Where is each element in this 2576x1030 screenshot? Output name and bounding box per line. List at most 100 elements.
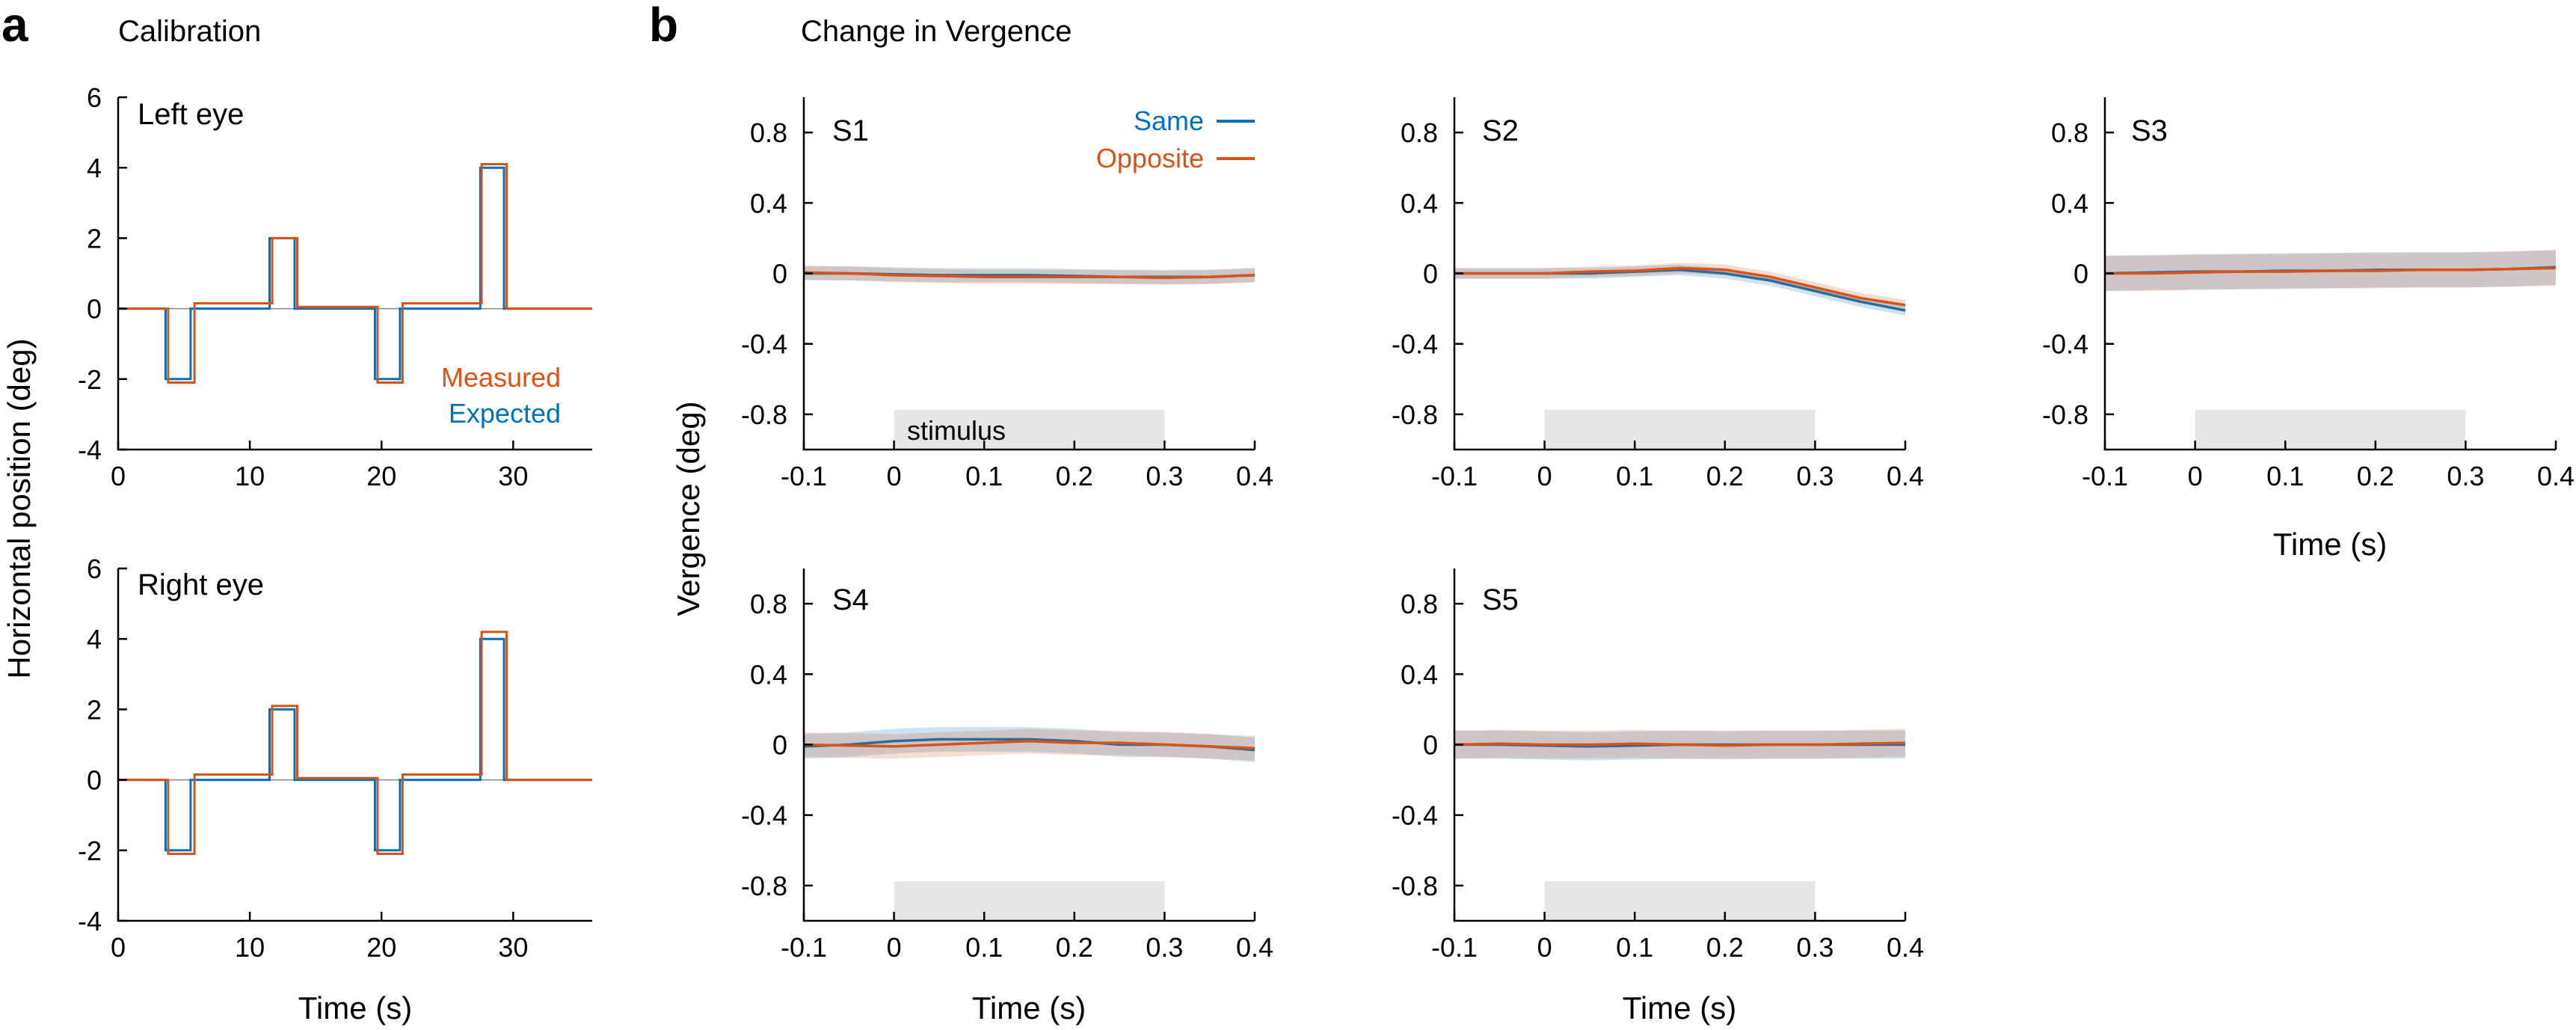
s3-title: S3 xyxy=(2131,114,2168,147)
s2-same-band xyxy=(1454,264,1905,316)
s3-xtick-label: 0 xyxy=(2188,461,2203,491)
s3-opposite-line xyxy=(2105,266,2557,275)
s4-opposite-line xyxy=(803,740,1255,749)
left-eye-ytick-label: 6 xyxy=(87,82,102,113)
panel-b-letter: b xyxy=(649,0,678,52)
s4-ytick-label: 0.4 xyxy=(750,659,787,690)
s5-opposite-line xyxy=(1454,741,1906,747)
panel-b-ylabel: Vergence (deg) xyxy=(671,401,706,616)
s2-ytick-label: -0.8 xyxy=(1392,399,1438,430)
s2-xtick-label: 0 xyxy=(1537,461,1552,491)
right-eye-axes xyxy=(117,568,592,922)
s5-xtick-label: -0.1 xyxy=(1431,932,1478,963)
s5-xtick-label: 0 xyxy=(1537,932,1552,963)
s3-ytick-label: 0.4 xyxy=(2051,188,2088,218)
s3-xtick-label: 0.2 xyxy=(2357,461,2394,491)
s3-ytick-label: 0 xyxy=(2074,259,2088,289)
s4-xtick-label: 0.4 xyxy=(1236,932,1273,963)
s5-ytick-label: 0 xyxy=(1423,730,1438,761)
s4-xtick-label: 0.3 xyxy=(1146,932,1183,963)
left-eye-title: Left eye xyxy=(138,98,244,131)
left-eye-xtick-label: 20 xyxy=(366,461,396,491)
chart-s4: -0.1 0 0.1 0.2 0.3 0.4 -0.8 -0.4 0 0.4 0.8 S4 Time… xyxy=(741,568,1273,1026)
right-eye-ytick-label: -4 xyxy=(78,906,102,936)
s3-xlabel: Time (s) xyxy=(2273,527,2387,562)
s2-ytick-label: 0.4 xyxy=(1401,188,1438,218)
s2-title: S2 xyxy=(1482,114,1519,147)
s5-xtick-label: 0.4 xyxy=(1887,932,1924,963)
right-eye-ytick-label: 6 xyxy=(87,554,102,584)
s1-ytick-label: 0.8 xyxy=(750,117,787,148)
s3-xtick-label: 0.4 xyxy=(2537,461,2575,491)
s5-xtick-label: 0.3 xyxy=(1796,932,1833,963)
left-eye-xtick-label: 0 xyxy=(111,461,126,491)
s4-xtick-label: 0.1 xyxy=(965,932,1003,963)
s4-xtick-label: 0 xyxy=(887,932,902,963)
right-eye-xtick-label: 0 xyxy=(111,932,126,963)
s2-opposite-band xyxy=(1454,263,1905,310)
s1-xtick-label: -0.1 xyxy=(781,461,827,491)
panel-a-title: Calibration xyxy=(118,15,261,48)
legend-opposite: Opposite xyxy=(1096,143,1204,174)
legend-expected: Expected xyxy=(449,398,561,429)
s4-opposite-band xyxy=(804,729,1255,761)
stimulus-label: stimulus xyxy=(907,415,1006,446)
right-eye-ytick-label: -2 xyxy=(78,836,102,866)
s2-xtick-label: 0.2 xyxy=(1706,461,1744,491)
s3-xtick-label: -0.1 xyxy=(2082,461,2128,491)
right-eye-xtick-label: 20 xyxy=(366,932,396,963)
s4-ytick-label: 0.8 xyxy=(750,589,787,619)
left-eye-ytick-label: 2 xyxy=(87,223,102,254)
s1-ytick-label: 0.4 xyxy=(750,188,787,218)
right-eye-xtick-label: 10 xyxy=(235,932,265,963)
s5-xtick-label: 0.1 xyxy=(1616,932,1653,963)
s4-ytick-label: -0.8 xyxy=(741,871,787,901)
s1-title: S1 xyxy=(832,114,869,147)
s2-ytick-label: 0.8 xyxy=(1401,117,1438,148)
chart-right-eye: 0 10 20 30 -4 -2 0 2 4 6 Right eye Time (s) xyxy=(78,554,592,1026)
s3-ytick-label: -0.8 xyxy=(2042,399,2088,430)
s5-ytick-label: -0.8 xyxy=(1392,871,1438,901)
s2-stimulus-bar xyxy=(1544,410,1816,450)
s2-xtick-label: 0.4 xyxy=(1887,461,1924,491)
s4-title: S4 xyxy=(832,583,869,616)
s1-ytick-label: -0.8 xyxy=(741,399,787,430)
s1-xtick-label: 0 xyxy=(887,461,902,491)
s1-xtick-label: 0.2 xyxy=(1056,461,1093,491)
s4-xlabel: Time (s) xyxy=(972,990,1086,1026)
s4-xtick-label: -0.1 xyxy=(781,932,827,963)
chart-s2: -0.1 0 0.1 0.2 0.3 0.4 -0.8 -0.4 0 0.4 0.8 S2 xyxy=(1392,97,1924,491)
s1-xtick-label: 0.1 xyxy=(965,461,1003,491)
s1-xtick-label: 0.4 xyxy=(1236,461,1273,491)
s4-stimulus-bar xyxy=(894,881,1165,921)
s3-ytick-label: 0.8 xyxy=(2051,117,2088,148)
right-eye-expected-line xyxy=(118,637,592,852)
s2-xtick-label: 0.1 xyxy=(1616,461,1653,491)
s2-opposite-line xyxy=(1454,266,1906,307)
s1-opposite-line xyxy=(803,271,1255,280)
s4-ytick-label: 0 xyxy=(772,730,787,761)
s1-xtick-label: 0.3 xyxy=(1146,461,1183,491)
right-eye-measured-line xyxy=(118,631,592,855)
s4-same-band xyxy=(804,727,1255,762)
s1-ytick-label: 0 xyxy=(772,259,787,289)
s2-xtick-label: -0.1 xyxy=(1431,461,1478,491)
s2-ytick-label: 0 xyxy=(1423,259,1438,289)
panel-a-letter: a xyxy=(1,0,28,52)
s4-xtick-label: 0.2 xyxy=(1056,932,1093,963)
s5-xlabel: Time (s) xyxy=(1623,990,1736,1026)
s2-ytick-label: -0.4 xyxy=(1392,329,1438,360)
chart-s1: -0.1 0 0.1 0.2 0.3 0.4 -0.8 -0.4 0 0.4 0.8 S1 stim… xyxy=(741,97,1273,491)
left-eye-measured-line xyxy=(118,163,592,384)
chart-left-eye: 0 10 20 30 -4 -2 0 2 4 6 Left eye Measured Expect… xyxy=(78,82,592,491)
right-eye-ytick-label: 0 xyxy=(87,765,102,796)
s3-ytick-label: -0.4 xyxy=(2042,329,2088,360)
s1-stimulus-bar xyxy=(894,410,1165,450)
right-eye-ytick-label: 4 xyxy=(87,624,102,655)
right-eye-ytick-label: 2 xyxy=(87,694,102,725)
left-eye-xtick-label: 30 xyxy=(498,461,528,491)
right-eye-title: Right eye xyxy=(138,568,264,601)
s2-xtick-label: 0.3 xyxy=(1796,461,1833,491)
s1-opposite-band xyxy=(804,265,1255,285)
legend-measured: Measured xyxy=(441,362,561,393)
